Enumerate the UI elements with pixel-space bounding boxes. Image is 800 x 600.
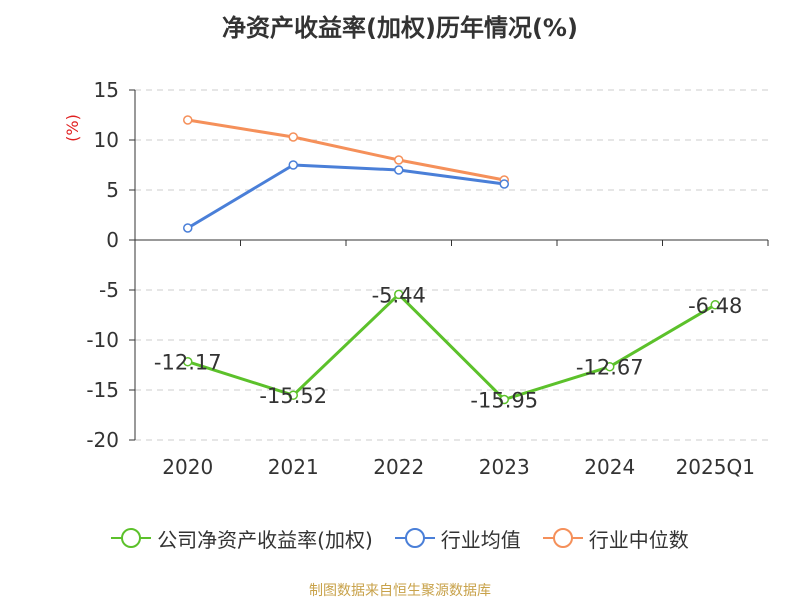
source-note: 制图数据来自恒生聚源数据库 xyxy=(309,583,491,599)
series-line xyxy=(187,118,505,182)
y-tick-label: -10 xyxy=(86,328,119,352)
legend-item-industry-mean[interactable]: 行业均值 xyxy=(394,524,521,553)
y-tick-label: -20 xyxy=(86,428,119,452)
x-tick-label: 2021 xyxy=(268,455,319,479)
y-axis-label: (%) xyxy=(63,114,82,142)
data-point xyxy=(183,223,193,233)
x-tick-label: 2023 xyxy=(479,455,530,479)
data-label: -12.17 xyxy=(154,351,222,375)
legend-marker-industry-mean xyxy=(394,528,435,548)
y-tick-label: 15 xyxy=(94,78,119,102)
y-tick-label: 10 xyxy=(94,128,119,152)
data-point xyxy=(394,155,404,165)
data-point xyxy=(288,390,298,400)
y-tick-label: 0 xyxy=(106,228,119,252)
legend: 公司净资产收益率(加权) 行业均值 行业中位数 xyxy=(0,520,800,556)
legend-marker-company-roe xyxy=(111,528,152,548)
data-point xyxy=(183,115,193,125)
legend-label-company-roe: 公司净资产收益率(加权) xyxy=(157,527,373,552)
legend-item-company-roe[interactable]: 公司净资产收益率(加权) xyxy=(111,524,373,553)
series-line xyxy=(186,163,505,230)
data-label: -5.44 xyxy=(372,283,426,307)
data-point xyxy=(183,356,193,367)
data-label: -15.52 xyxy=(259,384,327,408)
legend-label-industry-mean: 行业均值 xyxy=(440,527,521,552)
data-label: -12.67 xyxy=(576,356,644,380)
legend-item-industry-median[interactable]: 行业中位数 xyxy=(542,524,689,553)
data-point xyxy=(394,289,404,300)
x-tick-label: 2024 xyxy=(584,455,635,479)
legend-marker-industry-median xyxy=(542,528,583,548)
chart-title: 净资产收益率(加权)历年情况(%) xyxy=(222,14,578,42)
legend-label-industry-median: 行业中位数 xyxy=(588,527,689,552)
data-point xyxy=(499,179,509,189)
series-line xyxy=(187,292,717,401)
y-tick-label: 5 xyxy=(106,178,119,202)
x-tick-label: 2022 xyxy=(373,455,424,479)
data-point xyxy=(605,361,615,372)
y-tick-label: -15 xyxy=(86,378,119,402)
x-tick-label: 2020 xyxy=(162,455,213,479)
data-point xyxy=(288,132,298,142)
data-point xyxy=(394,165,404,175)
y-tick-label: -5 xyxy=(99,278,119,302)
data-point xyxy=(710,300,720,310)
data-point xyxy=(499,394,509,405)
data-label: -15.95 xyxy=(470,389,538,413)
data-point xyxy=(288,160,298,170)
data-label: -6.48 xyxy=(688,294,742,318)
x-tick-label: 2025Q1 xyxy=(676,455,755,479)
